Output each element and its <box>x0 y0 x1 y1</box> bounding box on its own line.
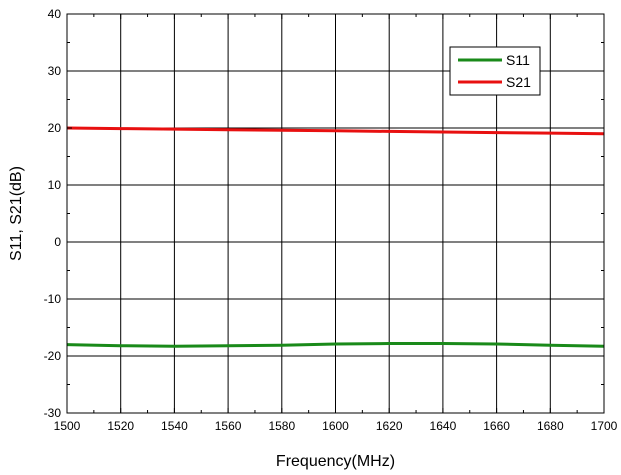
y-tick-label: -10 <box>44 292 62 306</box>
y-tick-label: 20 <box>48 121 62 135</box>
legend-label-s21: S21 <box>506 74 531 90</box>
x-tick-label: 1500 <box>54 419 81 433</box>
legend: S11 S21 <box>449 46 541 96</box>
x-tick-label: 1520 <box>107 419 134 433</box>
x-tick-label: 1540 <box>161 419 188 433</box>
tick-labels: 1500 1520 1540 1560 1580 1600 1620 1640 1660 1680… <box>44 7 618 433</box>
x-tick-label: 1600 <box>322 419 349 433</box>
legend-label-s11: S11 <box>506 52 530 68</box>
series-line-s11 <box>66 342 605 348</box>
y-tick-label: 0 <box>54 235 61 249</box>
y-tick-label: 40 <box>48 7 62 21</box>
ticks <box>66 13 605 414</box>
x-tick-label: 1620 <box>376 419 403 433</box>
y-tick-label: -30 <box>44 406 62 420</box>
legend-box <box>449 46 541 96</box>
x-tick-label: 1660 <box>483 419 510 433</box>
series-group <box>66 126 605 348</box>
x-axis-label: Frequency(MHz) <box>276 453 395 470</box>
x-tick-label: 1560 <box>215 419 242 433</box>
x-tick-label: 1640 <box>430 419 457 433</box>
y-tick-label: -20 <box>44 349 62 363</box>
series-line-s21 <box>66 126 605 136</box>
y-axis-label: S11, S21(dB) <box>8 166 25 261</box>
x-tick-label: 1580 <box>268 419 295 433</box>
x-tick-label: 1700 <box>591 419 618 433</box>
x-tick-label: 1680 <box>537 419 564 433</box>
y-tick-label: 30 <box>48 64 62 78</box>
y-tick-label: 10 <box>48 178 62 192</box>
